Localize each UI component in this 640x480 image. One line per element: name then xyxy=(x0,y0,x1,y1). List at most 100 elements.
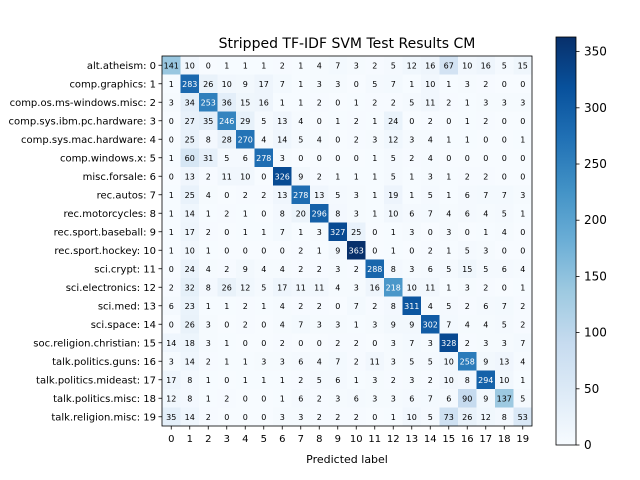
heatmap-cell-11-6 xyxy=(273,259,292,279)
cell-value-13-2: 1 xyxy=(206,302,211,311)
cell-value-12-0: 2 xyxy=(169,283,174,292)
heatmap-cell-16-15 xyxy=(439,352,459,371)
heatmap-cell-0-8 xyxy=(310,56,329,75)
cell-value-1-13: 1 xyxy=(409,80,414,89)
cell-value-19-9: 2 xyxy=(335,413,340,422)
heatmap-cell-16-0 xyxy=(162,352,181,371)
cell-value-9-18: 4 xyxy=(502,228,507,237)
cell-value-17-16: 8 xyxy=(465,376,470,385)
heatmap-cell-2-19 xyxy=(513,93,533,112)
cell-value-8-17: 4 xyxy=(483,209,488,218)
cell-value-14-10: 1 xyxy=(354,320,359,329)
heatmap-cell-16-19 xyxy=(513,352,533,371)
heatmap-cell-14-18 xyxy=(495,315,514,334)
heatmap-cell-18-16 xyxy=(458,389,477,408)
cell-value-14-5: 0 xyxy=(261,320,266,329)
heatmap-cell-7-19 xyxy=(513,185,533,205)
x-tick-label-19: 19 xyxy=(516,434,529,445)
cell-value-11-7: 2 xyxy=(298,265,303,274)
heatmap-cell-18-19 xyxy=(513,389,533,408)
heatmap-cell-7-13 xyxy=(402,185,422,205)
cell-value-3-18: 0 xyxy=(502,117,507,126)
heatmap-cell-0-1 xyxy=(180,56,200,75)
cell-value-8-6: 8 xyxy=(280,209,285,218)
heatmap-cell-0-13 xyxy=(402,56,422,75)
cell-value-12-16: 3 xyxy=(465,283,470,292)
cell-value-12-4: 12 xyxy=(240,283,250,292)
cell-value-8-19: 1 xyxy=(520,209,525,218)
heatmap-cell-5-11 xyxy=(365,148,385,168)
cell-value-16-14: 5 xyxy=(428,357,433,366)
heatmap-cell-7-7 xyxy=(291,185,311,205)
heatmap-cell-10-14 xyxy=(421,241,440,260)
cell-value-11-15: 5 xyxy=(446,265,451,274)
cell-value-12-17: 2 xyxy=(483,283,488,292)
cell-value-1-8: 3 xyxy=(317,80,322,89)
heatmap-cell-0-9 xyxy=(328,56,348,75)
cell-value-6-13: 1 xyxy=(409,172,414,181)
cell-value-4-16: 1 xyxy=(465,135,470,144)
cell-value-0-19: 15 xyxy=(518,61,528,70)
heatmap-cell-6-5 xyxy=(254,167,274,186)
y-tick-label-14: sci.space: 14 xyxy=(91,320,156,331)
cell-value-1-14: 10 xyxy=(425,80,435,89)
heatmap-cell-1-4 xyxy=(236,74,255,94)
cell-value-15-7: 0 xyxy=(298,339,303,348)
heatmap-cell-6-9 xyxy=(328,167,348,186)
heatmap-cell-13-19 xyxy=(513,296,533,316)
x-tick-label-7: 7 xyxy=(298,434,304,445)
heatmap-cell-4-18 xyxy=(495,130,514,149)
heatmap-cell-15-15 xyxy=(439,333,459,353)
cell-value-14-16: 4 xyxy=(465,320,470,329)
cell-value-19-4: 0 xyxy=(243,413,248,422)
cell-value-15-0: 14 xyxy=(166,339,176,348)
heatmap-cell-10-5 xyxy=(254,241,274,260)
heatmap-cell-14-16 xyxy=(458,315,477,334)
colorbar: 0 50 100 150 200 250 300 350 xyxy=(555,36,607,452)
heatmap-cell-16-12 xyxy=(384,352,403,371)
cell-value-10-3: 0 xyxy=(224,246,229,255)
heatmap-cell-1-18 xyxy=(495,74,514,94)
heatmap-cell-12-0 xyxy=(162,278,181,297)
heatmap-cell-6-17 xyxy=(476,167,496,186)
y-tick-label-10: rec.sport.hockey: 10 xyxy=(54,246,156,257)
heatmap-cell-1-19 xyxy=(513,74,533,94)
heatmap-cell-5-0 xyxy=(162,148,181,168)
heatmap-cell-0-4 xyxy=(236,56,255,75)
heatmap-cell-7-0 xyxy=(162,185,181,205)
heatmap-cell-17-18 xyxy=(495,370,514,390)
heatmap-cell-16-14 xyxy=(421,352,440,371)
cell-value-0-17: 16 xyxy=(481,61,491,70)
cell-value-3-3: 246 xyxy=(219,117,234,126)
cell-value-10-6: 0 xyxy=(280,246,285,255)
cell-value-10-11: 0 xyxy=(372,246,377,255)
cell-value-17-4: 1 xyxy=(243,376,248,385)
heatmap-cell-14-13 xyxy=(402,315,422,334)
heatmap-cell-16-4 xyxy=(236,352,255,371)
cell-value-10-15: 1 xyxy=(446,246,451,255)
heatmap-cell-7-10 xyxy=(347,185,366,205)
heatmap-cell-7-16 xyxy=(458,185,477,205)
cell-value-8-9: 8 xyxy=(335,209,340,218)
heatmap-cell-2-17 xyxy=(476,93,496,112)
cell-value-8-15: 4 xyxy=(446,209,451,218)
cell-value-9-2: 2 xyxy=(206,228,211,237)
heatmap-cell-18-13 xyxy=(402,389,422,408)
cell-value-15-10: 2 xyxy=(354,339,359,348)
heatmap-cell-16-7 xyxy=(291,352,311,371)
heatmap-cell-1-6 xyxy=(273,74,292,94)
cell-value-3-7: 4 xyxy=(298,117,303,126)
heatmap-cell-4-13 xyxy=(402,130,422,149)
heatmap-cell-5-16 xyxy=(458,148,477,168)
cell-value-2-9: 0 xyxy=(335,98,340,107)
cell-value-1-9: 3 xyxy=(335,80,340,89)
y-tick-label-18: talk.politics.misc: 18 xyxy=(53,394,156,405)
heatmap-cell-2-12 xyxy=(384,93,403,112)
cell-value-8-7: 20 xyxy=(296,209,306,218)
cell-value-4-15: 1 xyxy=(446,135,451,144)
heatmap-cell-17-7 xyxy=(291,370,311,390)
cell-value-14-19: 2 xyxy=(520,320,525,329)
cell-value-7-3: 0 xyxy=(224,191,229,200)
heatmap-cell-15-7 xyxy=(291,333,311,353)
heatmap-cell-9-15 xyxy=(439,222,459,242)
